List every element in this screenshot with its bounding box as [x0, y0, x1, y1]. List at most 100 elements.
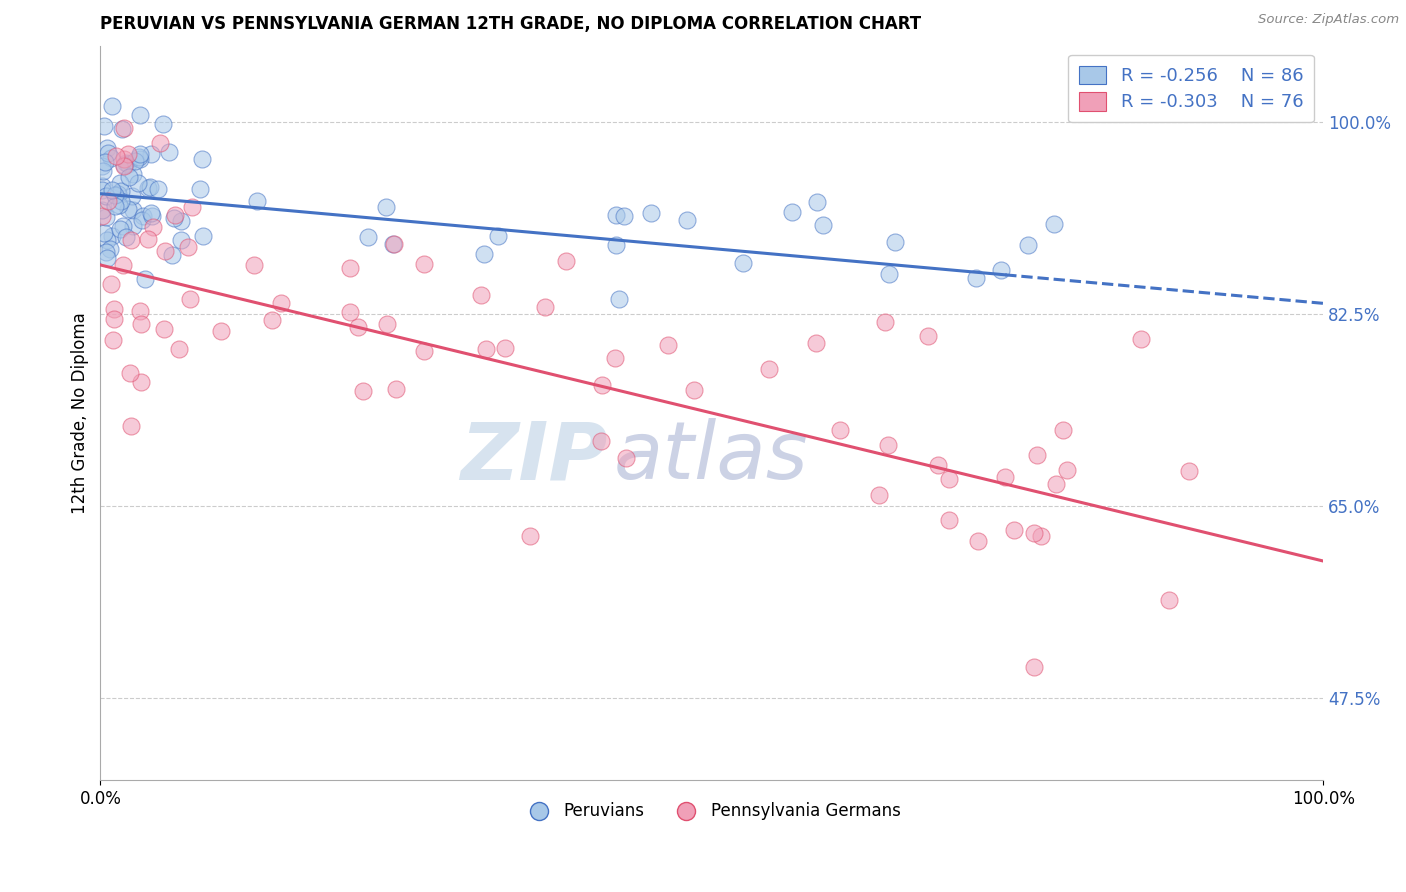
Text: atlas: atlas [614, 418, 808, 496]
Point [1024, 660, 1046, 674]
Point [90, 202, 112, 217]
Point [121, 189, 143, 203]
Point [93, 164, 115, 178]
Point [91, 183, 114, 197]
Point [100, 151, 122, 165]
Point [139, 147, 162, 161]
Point [101, 183, 124, 197]
Point [112, 159, 135, 173]
Point [110, 184, 132, 198]
Point [191, 152, 214, 166]
Point [270, 295, 292, 310]
Point [124, 153, 146, 168]
Point [260, 313, 283, 327]
Point [152, 117, 174, 131]
Point [112, 120, 135, 135]
Point [339, 261, 361, 276]
Point [555, 254, 578, 268]
Point [877, 267, 900, 281]
Point [346, 320, 368, 334]
Point [104, 187, 127, 202]
Point [94, 245, 117, 260]
Point [127, 176, 149, 190]
Point [413, 257, 436, 271]
Point [917, 329, 939, 343]
Point [607, 292, 630, 306]
Point [96, 140, 118, 154]
Point [131, 209, 153, 223]
Point [179, 292, 201, 306]
Point [121, 203, 143, 218]
Point [157, 145, 180, 160]
Point [375, 200, 398, 214]
Point [927, 458, 949, 473]
Point [470, 288, 492, 302]
Point [965, 271, 987, 285]
Point [98, 242, 121, 256]
Point [134, 271, 156, 285]
Text: PERUVIAN VS PENNSYLVANIA GERMAN 12TH GRADE, NO DIPLOMA CORRELATION CHART: PERUVIAN VS PENNSYLVANIA GERMAN 12TH GRA… [100, 15, 921, 33]
Point [91, 209, 114, 223]
Point [780, 205, 803, 219]
Point [117, 202, 139, 217]
Point [806, 194, 828, 209]
Point [129, 108, 152, 122]
Point [118, 170, 141, 185]
Point [475, 343, 498, 357]
Point [108, 176, 131, 190]
Point [534, 300, 557, 314]
Point [120, 233, 142, 247]
Point [136, 181, 159, 195]
Point [339, 305, 361, 319]
Point [138, 179, 160, 194]
Point [122, 168, 145, 182]
Point [966, 533, 988, 548]
Point [93, 226, 115, 240]
Point [118, 366, 141, 380]
Point [1043, 217, 1066, 231]
Point [382, 236, 405, 251]
Point [120, 418, 142, 433]
Point [104, 198, 127, 212]
Point [101, 333, 124, 347]
Point [828, 423, 851, 437]
Point [1130, 332, 1153, 346]
Point [990, 262, 1012, 277]
Point [657, 338, 679, 352]
Point [613, 209, 636, 223]
Point [153, 244, 176, 258]
Point [731, 256, 754, 270]
Point [115, 230, 138, 244]
Point [1017, 238, 1039, 252]
Point [136, 232, 159, 246]
Point [160, 248, 183, 262]
Point [177, 240, 200, 254]
Point [357, 230, 380, 244]
Point [93, 119, 115, 133]
Point [683, 383, 706, 397]
Text: Source: ZipAtlas.com: Source: ZipAtlas.com [1258, 13, 1399, 27]
Point [811, 219, 834, 233]
Point [90, 159, 112, 173]
Point [165, 208, 187, 222]
Point [107, 187, 129, 202]
Point [488, 228, 510, 243]
Point [1022, 526, 1045, 541]
Point [1045, 476, 1067, 491]
Point [640, 206, 662, 220]
Point [994, 470, 1017, 484]
Point [96, 233, 118, 247]
Point [758, 362, 780, 376]
Point [170, 213, 193, 227]
Point [101, 229, 124, 244]
Point [170, 233, 193, 247]
Point [375, 317, 398, 331]
Point [100, 277, 122, 291]
Point [131, 212, 153, 227]
Point [167, 342, 190, 356]
Point [108, 222, 131, 236]
Point [112, 258, 135, 272]
Point [131, 376, 153, 390]
Point [108, 198, 131, 212]
Point [110, 194, 132, 208]
